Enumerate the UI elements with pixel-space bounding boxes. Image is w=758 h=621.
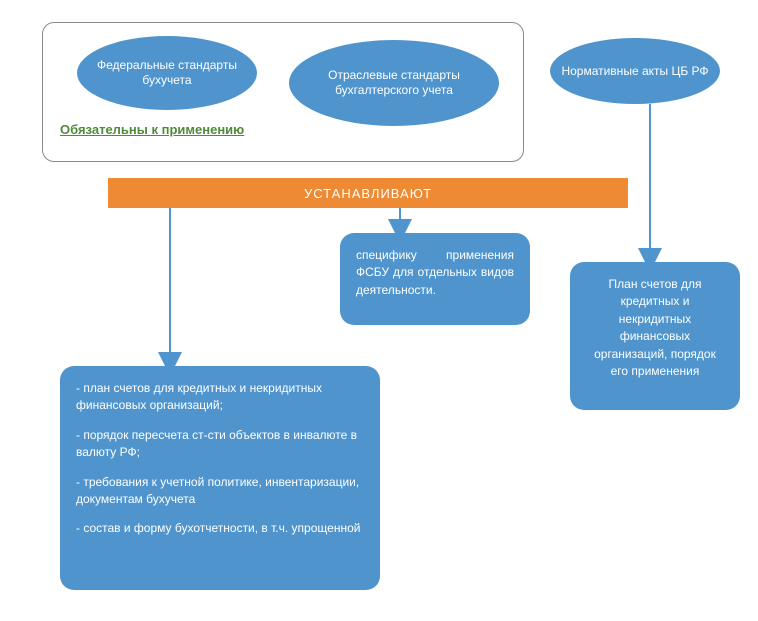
box-chart-of-accounts: План счетов для кредитных и некридитных … xyxy=(570,262,740,410)
box-line: План счетов для кредитных и некридитных … xyxy=(586,276,724,380)
establish-bar: УСТАНАВЛИВАЮТ xyxy=(108,178,628,208)
box-line: - состав и форму бухотчетности, в т.ч. у… xyxy=(76,520,364,537)
ellipse-industry-standards: Отраслевые стандарты бухгалтерского учет… xyxy=(289,40,499,126)
ellipse-federal-standards: Федеральные стандарты бухучета xyxy=(77,36,257,110)
establish-bar-label: УСТАНАВЛИВАЮТ xyxy=(304,186,432,201)
box-line: - план счетов для кредитных и некридитны… xyxy=(76,380,364,415)
mandatory-caption: Обязательны к применению xyxy=(60,122,244,137)
box-line: - порядок пересчета ст-сти объектов в ин… xyxy=(76,427,364,462)
ellipse-cbrf-label: Нормативные акты ЦБ РФ xyxy=(561,64,708,79)
box-fsbu-specifics: специфику применения ФСБУ для отдельных … xyxy=(340,233,530,325)
ellipse-federal-label: Федеральные стандарты бухучета xyxy=(83,58,251,88)
box-detail-list: - план счетов для кредитных и некридитны… xyxy=(60,366,380,590)
box-line: - требования к учетной политике, инвента… xyxy=(76,474,364,509)
box-line: специфику применения ФСБУ для отдельных … xyxy=(356,247,514,299)
ellipse-cbrf-acts: Нормативные акты ЦБ РФ xyxy=(550,38,720,104)
ellipse-industry-label: Отраслевые стандарты бухгалтерского учет… xyxy=(295,68,493,98)
diagram-canvas: Федеральные стандарты бухучета Отраслевы… xyxy=(0,0,758,621)
